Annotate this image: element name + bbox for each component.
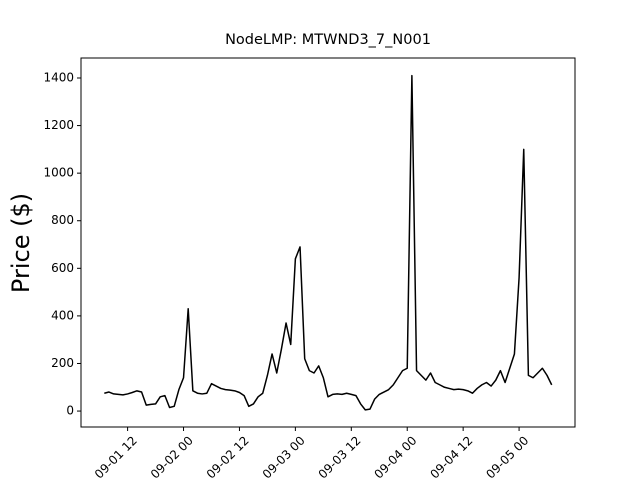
x-tick-label: 09-03 12 — [316, 433, 364, 480]
x-tick-label: 09-01 12 — [92, 433, 140, 480]
x-tick-label: 09-05 00 — [483, 433, 531, 480]
y-tick-label: 1200 — [43, 118, 74, 132]
y-tick-label: 1400 — [43, 70, 74, 84]
chart-title: NodeLMP: MTWND3_7_N001 — [225, 32, 431, 48]
plot-frame — [80, 57, 576, 428]
y-tick-label: 200 — [51, 356, 74, 370]
x-tick-label: 09-04 00 — [372, 433, 420, 480]
x-tick-label: 09-03 00 — [260, 433, 308, 480]
y-tick-label: 800 — [51, 213, 74, 227]
y-tick-label: 400 — [51, 308, 74, 322]
y-axis-label: Price ($) — [7, 193, 35, 293]
y-tick-label: 1000 — [43, 166, 74, 180]
x-tick-label: 09-04 12 — [427, 433, 475, 480]
x-tick-label: 09-02 00 — [148, 433, 196, 480]
y-tick-label: 0 — [66, 404, 74, 418]
y-tick-label: 600 — [51, 261, 74, 275]
x-tick-label: 09-02 12 — [204, 433, 252, 480]
price-line — [104, 74, 553, 411]
